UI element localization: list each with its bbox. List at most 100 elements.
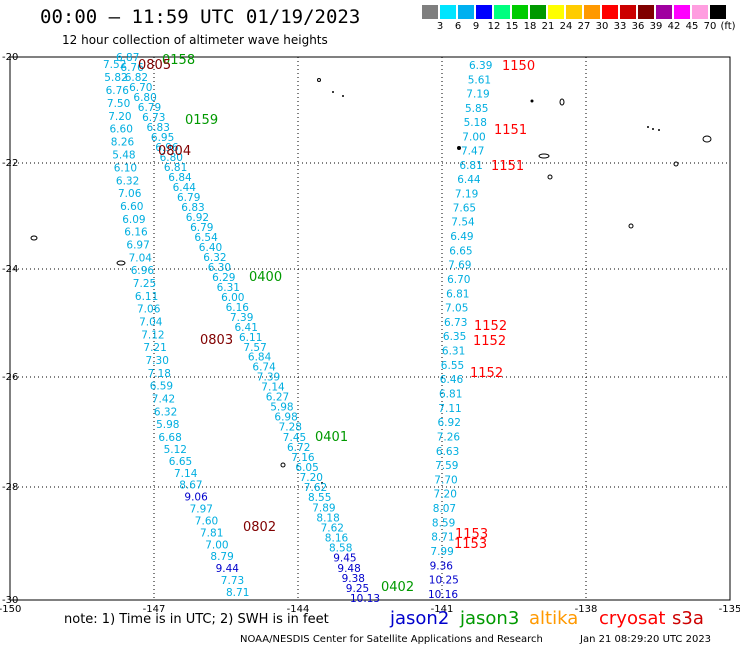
wave-height-value: 9.36 <box>430 560 454 572</box>
wave-height-value: 10.25 <box>429 575 459 587</box>
wave-height-value: 7.99 <box>430 546 453 558</box>
color-swatch <box>566 5 582 19</box>
wave-height-value: 7.12 <box>141 329 164 341</box>
color-scale-tick: 70 <box>703 21 717 32</box>
satellite-legend-jason2: jason2 <box>390 608 450 629</box>
wave-height-value: 5.98 <box>270 402 293 414</box>
island <box>652 128 654 130</box>
longitude-label: -141 <box>431 604 454 615</box>
color-swatch <box>620 5 636 19</box>
wave-height-value: 6.97 <box>126 240 149 252</box>
island <box>342 95 344 97</box>
wave-height-value: 8.59 <box>432 517 455 529</box>
wave-height-value: 7.00 <box>205 539 228 551</box>
wave-height-value: 5.18 <box>464 117 487 129</box>
latitude-label: -26 <box>2 372 18 383</box>
island <box>658 129 660 131</box>
pass-time-label: 0802 <box>243 520 276 535</box>
color-scale-tick: 15 <box>505 21 519 32</box>
pass-time-label: 1152 <box>473 334 506 349</box>
wave-height-value: 6.81 <box>439 389 462 401</box>
color-scale-tick: 24 <box>559 21 573 32</box>
pass-time-label: 0805 <box>138 58 171 73</box>
wave-height-value: 6.92 <box>186 212 209 224</box>
map-frame <box>9 56 731 601</box>
island <box>547 174 553 180</box>
wave-height-value: 6.32 <box>116 175 139 187</box>
wave-height-value: 7.39 <box>257 372 280 384</box>
wave-height-value: 6.70 <box>447 274 470 286</box>
wave-height-value: 6.84 <box>248 352 272 364</box>
wave-height-value: 7.14 <box>174 468 198 480</box>
wave-height-value: 6.84 <box>168 172 192 184</box>
color-scale-tick: 6 <box>454 21 462 32</box>
wave-height-value: 7.19 <box>455 188 478 200</box>
wave-height-value: 9.44 <box>216 563 240 575</box>
wave-height-value: 6.74 <box>252 362 276 374</box>
pass-time-label: 0159 <box>185 113 218 128</box>
pass-time-label: 0804 <box>158 144 191 159</box>
color-swatch <box>494 5 510 19</box>
wave-height-value: 7.52 <box>103 59 126 71</box>
wave-height-value: 6.32 <box>154 406 177 418</box>
wave-height-value: 6.81 <box>446 288 469 300</box>
color-swatch <box>422 5 438 19</box>
wave-height-value: 6.96 <box>131 265 155 277</box>
wave-height-value: 8.58 <box>329 543 352 555</box>
wave-height-value: 5.85 <box>465 103 488 115</box>
wave-height-value: 6.11 <box>239 332 262 344</box>
latitude-label: -24 <box>2 264 18 275</box>
wave-height-value: 7.21 <box>143 342 166 354</box>
island <box>321 482 323 484</box>
wave-height-value: 7.60 <box>195 516 218 528</box>
wave-height-value: 9.38 <box>342 573 365 585</box>
color-swatch <box>602 5 618 19</box>
island <box>559 98 565 106</box>
color-swatch <box>674 5 690 19</box>
longitude-label: -147 <box>143 604 166 615</box>
longitude-label: -138 <box>575 604 598 615</box>
wave-height-value: 7.19 <box>466 89 489 101</box>
wave-height-value: 6.00 <box>221 292 244 304</box>
wave-height-value: 6.59 <box>150 381 173 393</box>
wave-height-value: 9.25 <box>346 583 369 595</box>
latitude-label: -20 <box>2 52 18 63</box>
wave-height-value: 5.98 <box>156 419 179 431</box>
island <box>317 78 321 82</box>
wave-height-value: 6.98 <box>274 412 297 424</box>
pass-time-label: 0402 <box>381 580 414 595</box>
wave-height-value: 6.96 <box>155 142 179 154</box>
wave-height-value: 7.06 <box>137 304 161 316</box>
satellite-legend-jason3: jason3 <box>460 608 520 629</box>
color-swatch <box>710 5 726 19</box>
wave-height-value: 6.95 <box>151 132 174 144</box>
wave-height-value: 7.42 <box>152 394 175 406</box>
wave-height-value: 6.76 <box>120 62 144 74</box>
wave-height-value: 6.65 <box>169 456 192 468</box>
wave-height-value: 6.05 <box>295 462 318 474</box>
color-swatch <box>476 5 492 19</box>
wave-height-value: 6.40 <box>199 242 222 254</box>
wave-height-value: 6.35 <box>443 331 466 343</box>
wave-height-value: 7.14 <box>261 382 285 394</box>
wave-height-value: 9.45 <box>333 553 356 565</box>
color-scale-tick: 33 <box>613 21 627 32</box>
island <box>647 126 649 128</box>
island <box>530 99 534 103</box>
wave-height-value: 6.60 <box>110 124 133 136</box>
wave-height-value: 6.54 <box>194 232 218 244</box>
wave-height-value: 7.04 <box>139 317 163 329</box>
wave-height-value: 6.73 <box>142 112 165 124</box>
wave-height-value: 7.69 <box>448 260 471 272</box>
color-scale-tick: 27 <box>577 21 591 32</box>
wave-height-value: 7.28 <box>279 422 302 434</box>
wave-height-value: 7.57 <box>243 342 266 354</box>
wave-height-value: 8.71 <box>226 587 249 599</box>
wave-height-value: 7.20 <box>434 489 457 501</box>
wave-height-value: 6.27 <box>266 392 289 404</box>
wave-height-value: 9.48 <box>337 563 360 575</box>
wave-height-value: 6.81 <box>459 160 482 172</box>
wave-height-value: 6.82 <box>125 72 148 84</box>
color-scale-tick: 30 <box>595 21 609 32</box>
